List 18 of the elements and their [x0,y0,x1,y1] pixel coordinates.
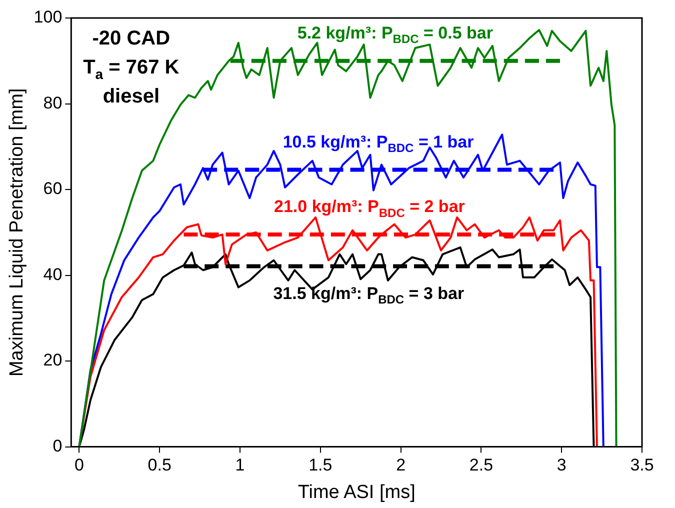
x-tick-label: 3 [556,456,566,475]
x-tick-label: 0.5 [148,456,172,475]
x-tick-label: 1.5 [308,456,332,475]
x-tick-label: 2 [396,456,406,475]
annotation: diesel [102,86,160,108]
y-tick-label: 60 [43,179,62,198]
annotation: -20 CAD [92,28,170,50]
x-tick-label: 2.5 [469,456,494,475]
y-tick-label: 0 [52,436,62,456]
y-tick-label: 40 [43,264,62,284]
x-tick-label: 1 [235,456,245,475]
y-tick-label: 80 [43,93,62,112]
y-axis-title: Maximum Liquid Penetration [mm] [6,88,28,377]
x-axis-title: Time ASI [ms] [298,482,416,503]
y-tick-label: 100 [34,8,62,27]
y-tick-label: 20 [43,350,62,370]
x-tick-label: 0 [74,456,84,475]
x-tick-label: 3.5 [630,456,654,475]
